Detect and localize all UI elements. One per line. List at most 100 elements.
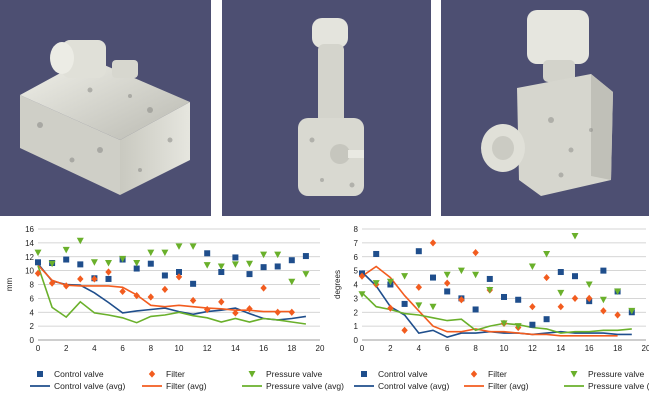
data-point-control-valve (302, 253, 309, 260)
series-line-filter-avg (361, 265, 618, 337)
x-tick-label: 2 (388, 344, 393, 353)
x-tick-label: 16 (585, 344, 594, 353)
3d-render-right (441, 0, 649, 216)
legend-marker (470, 370, 478, 378)
data-point-control-valve (529, 321, 536, 328)
data-point-filter (246, 305, 253, 313)
y-tick-label: 6 (354, 253, 359, 262)
data-point-pressure-valve (105, 259, 112, 267)
data-point-pressure-valve (203, 262, 211, 269)
legend-marker (248, 371, 256, 378)
data-point-control-valve (600, 267, 607, 274)
data-point-filter (288, 308, 295, 316)
data-point-pressure-valve (614, 288, 622, 295)
data-point-control-valve (105, 275, 112, 282)
data-point-control-valve (77, 261, 84, 268)
renders-row (0, 0, 649, 216)
series-line-pressure-valve-avg (37, 265, 307, 325)
x-tick-label: 8 (149, 344, 154, 353)
x-tick-label: 10 (500, 344, 509, 353)
y-tick-label: 8 (354, 225, 359, 234)
y-tick-label: 0 (354, 336, 359, 345)
data-point-pressure-valve (133, 259, 141, 267)
legend-label: Control valve (avg) (378, 381, 450, 391)
data-point-control-valve (501, 293, 507, 300)
valve-block-render (20, 40, 190, 195)
data-point-pressure-valve (472, 271, 480, 279)
data-point-pressure-valve (543, 250, 551, 258)
data-point-filter (189, 296, 197, 305)
data-point-pressure-valve (288, 278, 296, 286)
data-point-filter (232, 309, 239, 317)
x-tick-label: 4 (417, 344, 422, 353)
y-tick-label: 4 (30, 308, 35, 317)
data-point-control-valve (430, 274, 436, 281)
x-tick-label: 4 (92, 344, 97, 353)
data-point-filter (119, 287, 126, 296)
data-point-control-valve (401, 300, 408, 307)
legend-marker (148, 370, 156, 378)
data-point-control-valve (572, 273, 578, 280)
x-tick-label: 18 (287, 344, 296, 353)
x-tick-label: 0 (36, 344, 41, 353)
data-point-filter (401, 326, 408, 334)
data-point-control-valve (232, 254, 239, 261)
data-point-filter (105, 268, 112, 276)
data-point-control-valve (246, 271, 253, 278)
data-point-filter (34, 269, 42, 277)
legend-marker (37, 371, 43, 377)
data-point-control-valve (288, 257, 295, 264)
y-tick-label: 14 (25, 239, 34, 248)
data-point-filter (175, 273, 183, 281)
data-point-pressure-valve (90, 259, 98, 266)
legend-label: Filter (488, 369, 507, 379)
data-point-control-valve (373, 250, 380, 257)
x-tick-label: 0 (360, 344, 365, 353)
data-point-pressure-valve (386, 278, 394, 286)
x-tick-label: 14 (556, 344, 565, 353)
legend-label: Filter (avg) (488, 381, 529, 391)
pressure-valve-render (298, 18, 364, 196)
x-tick-label: 8 (473, 344, 478, 353)
x-tick-label: 12 (528, 344, 537, 353)
data-point-control-valve (218, 269, 225, 276)
data-point-pressure-valve (429, 303, 437, 311)
x-tick-label: 20 (316, 344, 325, 353)
data-point-pressure-valve (231, 261, 239, 268)
data-point-filter (91, 275, 98, 283)
data-point-filter (147, 293, 154, 301)
data-point-control-valve (35, 259, 41, 266)
data-point-control-valve (274, 263, 281, 270)
data-point-control-valve (63, 256, 70, 263)
legend-label: Control valve (avg) (54, 381, 126, 391)
data-point-filter (48, 279, 56, 287)
data-point-filter (387, 304, 394, 312)
y-tick-label: 5 (354, 267, 359, 276)
data-point-pressure-valve (189, 243, 197, 250)
y-tick-label: 0 (30, 336, 35, 345)
data-point-pressure-valve (372, 280, 380, 287)
x-tick-label: 20 (642, 344, 649, 353)
legend-label: Pressure valve (588, 369, 644, 379)
data-point-pressure-valve (514, 323, 522, 330)
y-axis-label: degrees (333, 270, 342, 299)
data-point-pressure-valve (217, 263, 225, 270)
data-point-control-valve (444, 288, 451, 295)
legend-label: Pressure valve (avg) (588, 381, 649, 391)
data-point-filter (458, 296, 465, 304)
legend-label: Control valve (378, 369, 428, 379)
x-tick-label: 6 (445, 344, 450, 353)
legend-label: Pressure valve (avg) (266, 381, 344, 391)
data-point-pressure-valve (358, 291, 366, 298)
data-point-filter (571, 294, 579, 302)
x-tick-label: 14 (231, 344, 240, 353)
data-point-filter (77, 275, 84, 283)
data-point-filter (358, 272, 366, 280)
y-tick-label: 8 (30, 281, 35, 290)
data-point-control-valve (557, 269, 564, 276)
data-point-pressure-valve (415, 302, 423, 309)
control-valve-render (481, 10, 613, 196)
data-point-pressure-valve (48, 260, 56, 268)
data-point-filter (161, 285, 169, 293)
